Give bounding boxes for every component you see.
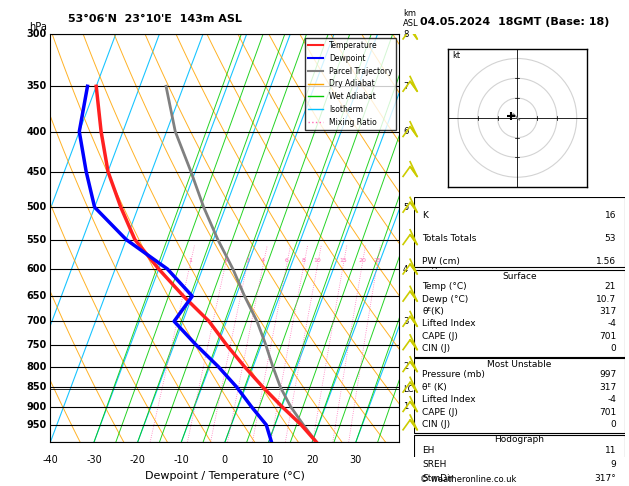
Bar (414, 435, 625, 486)
Text: 317: 317 (599, 307, 616, 316)
Text: Lifted Index: Lifted Index (422, 396, 476, 404)
Text: θᴱ (K): θᴱ (K) (422, 383, 447, 392)
Text: Temp (°C): Temp (°C) (422, 282, 467, 291)
Text: 1: 1 (403, 402, 408, 411)
Text: 20: 20 (358, 258, 366, 263)
Text: CAPE (J): CAPE (J) (422, 408, 458, 417)
Text: CAPE (J): CAPE (J) (422, 332, 458, 341)
Text: 450: 450 (26, 167, 47, 176)
Text: 4: 4 (261, 258, 265, 263)
Text: 700: 700 (26, 316, 47, 326)
Text: 53: 53 (604, 234, 616, 243)
Text: 350: 350 (26, 81, 47, 91)
Text: 400: 400 (26, 126, 47, 137)
Text: -40: -40 (42, 454, 58, 465)
Bar (414, 270, 625, 357)
Text: 2: 2 (403, 362, 408, 371)
Text: kt: kt (452, 52, 460, 60)
Text: 16: 16 (604, 210, 616, 220)
Text: 4: 4 (403, 264, 408, 274)
Text: EH: EH (422, 446, 435, 455)
Text: 6: 6 (285, 258, 289, 263)
Text: -20: -20 (130, 454, 145, 465)
Text: 6: 6 (403, 127, 408, 136)
Text: 10: 10 (262, 454, 275, 465)
Text: -30: -30 (86, 454, 102, 465)
Text: 750: 750 (26, 340, 47, 350)
Text: 04.05.2024  18GMT (Base: 18): 04.05.2024 18GMT (Base: 18) (420, 17, 610, 27)
Text: © weatheronline.co.uk: © weatheronline.co.uk (420, 474, 516, 484)
Text: 3: 3 (245, 258, 249, 263)
Text: PW (cm): PW (cm) (422, 257, 460, 266)
Text: 300: 300 (26, 29, 47, 39)
Text: 21: 21 (605, 282, 616, 291)
Text: 8: 8 (403, 30, 408, 38)
Text: Most Unstable: Most Unstable (487, 360, 552, 369)
Text: 701: 701 (599, 332, 616, 341)
Text: Dewp (°C): Dewp (°C) (422, 295, 469, 304)
Text: 15: 15 (340, 258, 347, 263)
Text: 800: 800 (26, 362, 47, 372)
Bar (414, 197, 625, 267)
Text: 0: 0 (610, 420, 616, 429)
Text: 0: 0 (610, 345, 616, 353)
Text: 950: 950 (26, 420, 47, 430)
Text: Totals Totals: Totals Totals (422, 234, 477, 243)
Text: Dewpoint / Temperature (°C): Dewpoint / Temperature (°C) (145, 471, 305, 481)
Text: Hodograph: Hodograph (494, 435, 544, 444)
Text: 600: 600 (26, 264, 47, 274)
Text: 30: 30 (350, 454, 362, 465)
Text: 0: 0 (222, 454, 228, 465)
Text: 550: 550 (26, 235, 47, 244)
Text: θᴱ(K): θᴱ(K) (422, 307, 444, 316)
Text: Lifted Index: Lifted Index (422, 319, 476, 329)
Text: hPa: hPa (30, 22, 47, 32)
Text: 25: 25 (373, 258, 381, 263)
Text: 7: 7 (403, 82, 408, 91)
Text: 650: 650 (26, 291, 47, 301)
Text: -4: -4 (607, 396, 616, 404)
Text: 2: 2 (223, 258, 227, 263)
Text: Mixing Ratio (g/kg): Mixing Ratio (g/kg) (431, 198, 440, 278)
Text: 10.7: 10.7 (596, 295, 616, 304)
Legend: Temperature, Dewpoint, Parcel Trajectory, Dry Adiabat, Wet Adiabat, Isotherm, Mi: Temperature, Dewpoint, Parcel Trajectory… (304, 38, 396, 130)
Text: 9: 9 (610, 460, 616, 469)
Text: 900: 900 (26, 401, 47, 412)
Text: CIN (J): CIN (J) (422, 345, 450, 353)
Text: Pressure (mb): Pressure (mb) (422, 370, 485, 380)
Text: -4: -4 (607, 319, 616, 329)
Text: 500: 500 (26, 202, 47, 212)
Text: Surface: Surface (502, 272, 537, 280)
Text: 11: 11 (604, 446, 616, 455)
Text: 10: 10 (314, 258, 321, 263)
Text: SREH: SREH (422, 460, 447, 469)
Text: 8: 8 (302, 258, 306, 263)
Text: 701: 701 (599, 408, 616, 417)
Bar (414, 358, 625, 434)
Text: LCL: LCL (403, 384, 418, 394)
Text: 317: 317 (599, 383, 616, 392)
Text: 850: 850 (26, 382, 47, 392)
Text: 53°06'N  23°10'E  143m ASL: 53°06'N 23°10'E 143m ASL (68, 14, 242, 24)
Text: 997: 997 (599, 370, 616, 380)
Text: CIN (J): CIN (J) (422, 420, 450, 429)
Text: 317°: 317° (594, 474, 616, 483)
Text: 1: 1 (188, 258, 192, 263)
Text: 20: 20 (306, 454, 318, 465)
Text: km
ASL: km ASL (403, 9, 418, 28)
Text: K: K (422, 210, 428, 220)
Text: 3: 3 (403, 317, 408, 326)
Text: -10: -10 (174, 454, 189, 465)
Text: 1.56: 1.56 (596, 257, 616, 266)
Text: 5: 5 (403, 203, 408, 212)
Text: StmDir: StmDir (422, 474, 454, 483)
